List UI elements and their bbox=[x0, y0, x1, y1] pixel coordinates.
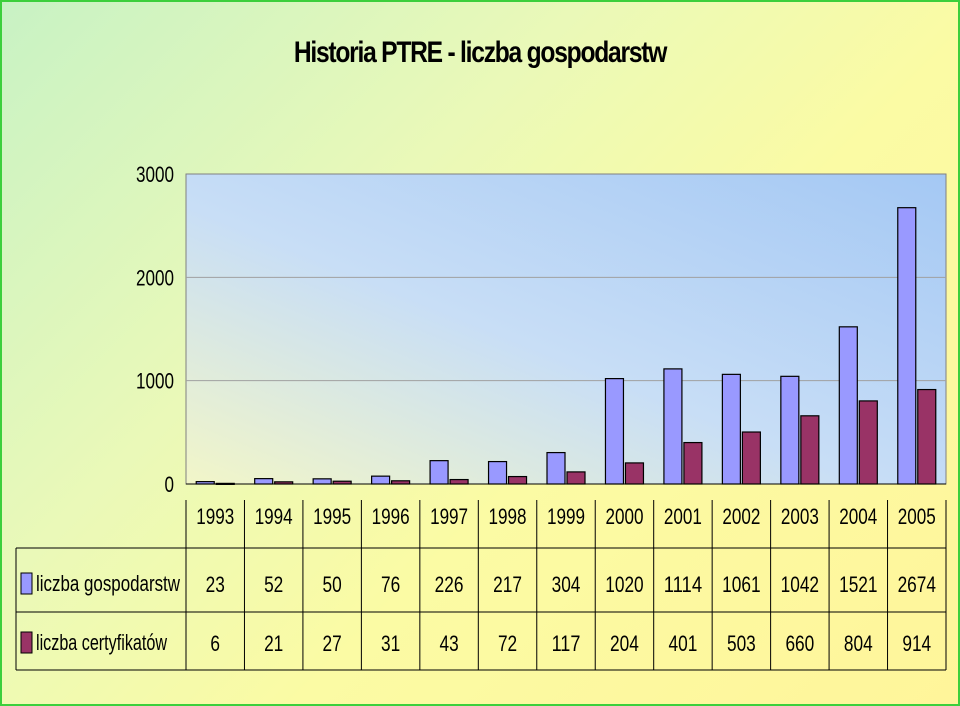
x-tick-label: 2000 bbox=[605, 504, 643, 529]
y-tick-label: 3000 bbox=[136, 162, 174, 187]
data-label: 50 bbox=[323, 572, 342, 597]
data-label: 23 bbox=[206, 572, 225, 597]
data-label: 117 bbox=[552, 631, 581, 656]
data-label: 1114 bbox=[664, 572, 702, 597]
bar-farms bbox=[663, 368, 683, 485]
bar-certificates bbox=[624, 462, 645, 485]
data-label: 76 bbox=[381, 572, 400, 597]
bar-farms bbox=[838, 326, 858, 485]
data-label: 660 bbox=[785, 631, 814, 656]
chart-title: Historia PTRE - liczba gospodarstw bbox=[293, 36, 668, 69]
legend-label-certificates: liczba certyfikatów bbox=[36, 630, 167, 655]
bar-certificates bbox=[449, 478, 469, 485]
data-label: 217 bbox=[493, 572, 522, 597]
data-label: 43 bbox=[439, 631, 458, 656]
x-tick-label: 1996 bbox=[372, 504, 410, 529]
data-label: 804 bbox=[844, 631, 873, 656]
data-label: 31 bbox=[381, 631, 400, 656]
data-label: 1521 bbox=[839, 572, 877, 597]
bar-certificates bbox=[507, 475, 528, 485]
y-tick-label: 2000 bbox=[136, 265, 174, 290]
bar-farms bbox=[312, 478, 332, 485]
x-tick-label: 1993 bbox=[196, 504, 234, 529]
x-tick-label: 2003 bbox=[781, 504, 819, 529]
data-label: 226 bbox=[435, 572, 464, 597]
x-tick-label: 1998 bbox=[489, 504, 527, 529]
bar-farms bbox=[487, 460, 508, 485]
y-tick-label: 1000 bbox=[136, 369, 174, 394]
y-tick-label: 0 bbox=[165, 472, 175, 497]
data-label: 6 bbox=[210, 631, 220, 656]
data-label: 27 bbox=[323, 631, 342, 656]
x-tick-label: 2001 bbox=[664, 504, 702, 529]
bar-farms bbox=[604, 378, 625, 485]
data-label: 21 bbox=[264, 631, 283, 656]
x-tick-label: 1999 bbox=[547, 504, 585, 529]
data-label: 2674 bbox=[898, 572, 936, 597]
bar-farms bbox=[780, 375, 800, 485]
x-tick-label: 2005 bbox=[898, 504, 936, 529]
data-label: 304 bbox=[552, 572, 581, 597]
data-label: 204 bbox=[610, 631, 639, 656]
bar-certificates bbox=[566, 471, 586, 485]
x-tick-label: 1995 bbox=[313, 504, 351, 529]
data-label: 401 bbox=[669, 631, 698, 656]
data-label: 503 bbox=[727, 631, 756, 656]
data-label: 1042 bbox=[781, 572, 819, 597]
bar-farms bbox=[721, 373, 741, 485]
bar-certificates bbox=[683, 441, 703, 485]
bar-certificates bbox=[800, 415, 820, 485]
data-label: 1020 bbox=[605, 572, 643, 597]
bar-farms bbox=[546, 451, 566, 485]
data-label: 914 bbox=[902, 631, 931, 656]
plot-area bbox=[185, 173, 947, 485]
x-tick-label: 1997 bbox=[430, 504, 468, 529]
data-label: 1061 bbox=[722, 572, 760, 597]
legend-swatch-certificates bbox=[20, 631, 33, 654]
x-tick-label: 1994 bbox=[255, 504, 293, 529]
bar-certificates bbox=[917, 388, 937, 485]
bar-certificates bbox=[858, 400, 878, 485]
x-tick-label: 2002 bbox=[722, 504, 760, 529]
bar-farms bbox=[254, 478, 274, 485]
data-label: 52 bbox=[264, 572, 283, 597]
bar-farms bbox=[371, 475, 391, 485]
legend-label-farms: liczba gospodarstw bbox=[36, 571, 180, 596]
bar-farms bbox=[897, 207, 917, 485]
bar-certificates bbox=[741, 431, 761, 485]
bar-farms bbox=[429, 460, 449, 485]
data-label: 72 bbox=[498, 631, 517, 656]
legend-swatch-farms bbox=[20, 572, 33, 595]
x-tick-label: 2004 bbox=[839, 504, 877, 529]
